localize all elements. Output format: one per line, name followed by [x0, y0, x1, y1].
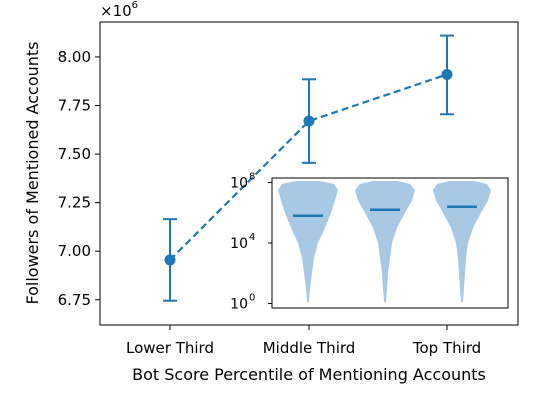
y-tick-label: 7.00 — [58, 242, 91, 260]
x-tick-label: Middle Third — [263, 339, 356, 357]
y-tick-label: 8.00 — [58, 48, 91, 66]
violin-body — [355, 181, 415, 302]
y-multiplier-exp: 6 — [132, 0, 138, 11]
y-multiplier: ×106 — [100, 0, 138, 20]
y-axis: 6.75 7.00 7.25 7.50 7.75 8.00 — [58, 48, 100, 309]
y-tick-label: 6.75 — [58, 291, 91, 309]
y-multiplier-base: ×10 — [100, 2, 132, 20]
inset-y-tick-label: 10 — [230, 236, 248, 252]
x-tick-label: Top Third — [412, 339, 481, 357]
inset-y-tick-exponent: 8 — [249, 172, 255, 183]
data-point — [164, 254, 176, 266]
violin-body — [278, 181, 338, 302]
x-tick-label: Lower Third — [126, 339, 214, 357]
violin-body — [433, 181, 491, 302]
data-point — [303, 115, 315, 127]
inset-y-tick-label: 10 — [230, 296, 248, 312]
series-group — [163, 34, 454, 302]
y-tick-label: 7.50 — [58, 145, 91, 163]
x-axis: Lower Third Middle Third Top Third — [126, 325, 481, 357]
y-axis-label: Followers of Mentioned Accounts — [23, 42, 42, 305]
inset-y-tick-exponent: 0 — [249, 292, 255, 303]
y-tick-label: 7.25 — [58, 194, 91, 212]
y-tick-label: 7.75 — [58, 97, 91, 115]
data-point — [441, 68, 453, 80]
inset-y-tick-exponent: 4 — [249, 232, 255, 243]
x-axis-label: Bot Score Percentile of Mentioning Accou… — [132, 365, 486, 384]
inset-y-tick-label: 10 — [230, 176, 248, 192]
inset-violins — [278, 181, 491, 302]
